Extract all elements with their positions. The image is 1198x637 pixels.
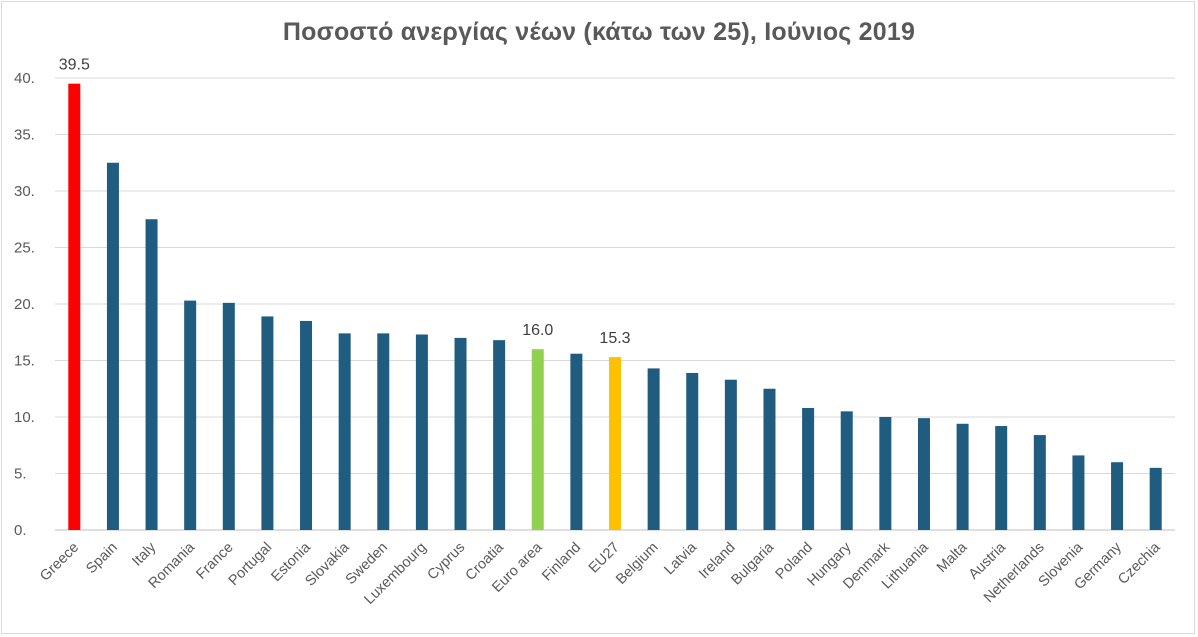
y-tick-label: 40.	[14, 70, 35, 87]
bar-latvia	[686, 372, 699, 530]
bar-luxembourg	[415, 334, 428, 530]
bar-netherlands	[1033, 435, 1046, 530]
bar-romania	[184, 300, 197, 530]
bar-malta	[956, 423, 969, 530]
bar-ireland	[724, 379, 737, 530]
x-tick-label: Greece	[37, 540, 82, 585]
bar-czechia	[1149, 467, 1162, 530]
bar-italy	[145, 219, 158, 530]
data-label: 39.5	[59, 57, 90, 74]
bar-lithuania	[917, 418, 930, 530]
bar-hungary	[840, 411, 853, 530]
x-tick-label: Belgium	[613, 540, 661, 588]
bar-eu27	[609, 357, 621, 530]
bar-estonia	[300, 320, 313, 530]
bar-belgium	[647, 368, 660, 530]
x-tick-label: Finland	[539, 540, 584, 585]
y-tick-label: 15.	[14, 353, 35, 370]
data-label: 15.3	[599, 330, 630, 347]
bar-bulgaria	[763, 388, 776, 530]
y-tick-label: 35.	[14, 127, 35, 144]
x-tick-label: Latvia	[661, 539, 700, 578]
x-tick-label: Cyprus	[425, 540, 469, 584]
y-tick-label: 20.	[14, 296, 35, 313]
bar-cyprus	[454, 337, 467, 530]
x-tick-label: Spain	[83, 540, 121, 578]
bar-poland	[802, 407, 815, 530]
y-tick-label: 5.	[14, 466, 27, 483]
bar-slovenia	[1072, 455, 1085, 530]
bar-croatia	[493, 340, 506, 530]
x-tick-label: Italy	[129, 539, 160, 570]
x-tick-label: Czechia	[1115, 539, 1164, 588]
y-tick-label: 30.	[14, 183, 35, 200]
bar-slovakia	[338, 333, 351, 530]
bar-euro-area	[531, 349, 544, 530]
y-tick-label: 10.	[14, 409, 35, 426]
bar-portugal	[261, 316, 274, 530]
bar-sweden	[377, 333, 390, 530]
bar-greece	[68, 83, 81, 531]
bar-spain	[106, 162, 119, 530]
y-tick-label: 25.	[14, 240, 35, 257]
bar-finland	[570, 353, 583, 530]
data-label: 16.0	[522, 322, 553, 339]
bar-france	[222, 302, 235, 530]
bar-austria	[995, 426, 1008, 530]
y-tick-label: 0.	[14, 522, 27, 539]
x-tick-label: EU27	[586, 540, 623, 577]
x-tick-label: Bulgaria	[728, 539, 778, 589]
chart-title: Ποσοστό ανεργίας νέων (κάτω των 25), Ιού…	[282, 18, 916, 46]
x-tick-label: Slovakia	[302, 539, 353, 590]
x-tick-label: Portugal	[226, 540, 276, 590]
bar-germany	[1111, 462, 1124, 530]
bar-denmark	[879, 417, 892, 530]
